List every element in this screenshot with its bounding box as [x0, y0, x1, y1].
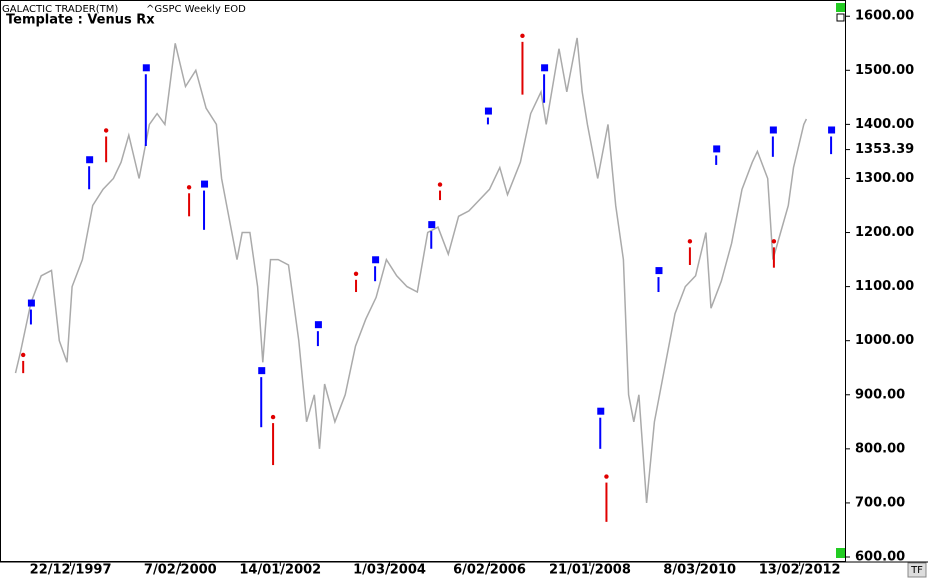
signal-square: [428, 221, 436, 229]
signal-square: [372, 256, 380, 264]
app-name: GALACTIC TRADER(TM): [2, 4, 118, 15]
signal-dot: [604, 474, 609, 479]
subtitle: ^GSPC Weekly EOD: [146, 4, 246, 15]
y-tick-label: 1500.00: [855, 63, 914, 78]
signal-square: [27, 299, 35, 307]
x-tick-label: 13/02/2012: [759, 563, 841, 578]
signal-square: [258, 367, 266, 375]
x-tick-label: 1/03/2004: [353, 563, 426, 578]
signal-dot: [20, 352, 26, 358]
signal-square: [201, 180, 209, 188]
signal-square: [314, 321, 322, 329]
y-tick-label: 1300.00: [855, 171, 914, 186]
x-tick-label: 8/03/2010: [663, 563, 736, 578]
y-tick-label: 1000.00: [855, 333, 914, 348]
x-tick-label: 6/02/2006: [453, 563, 526, 578]
price-line: [14, 37, 808, 503]
signal-square: [828, 126, 836, 134]
chart-title: Template : Venus Rx: [6, 13, 155, 28]
y-tick-label: 1400.00: [855, 117, 914, 132]
indicator: [836, 13, 845, 22]
y-tick-label: 800.00: [855, 441, 905, 456]
plot-frame: [0, 0, 846, 562]
indicator: [836, 3, 845, 12]
signal-dot: [103, 128, 109, 133]
signal-square: [86, 156, 94, 164]
signal-dot: [771, 239, 777, 244]
signal-dot: [186, 185, 192, 190]
signal-square: [769, 126, 777, 134]
signal-square: [655, 267, 663, 275]
tf-button[interactable]: [907, 562, 927, 578]
signal-dot: [353, 271, 359, 276]
signal-square: [597, 407, 605, 415]
y-tick-label: 1100.00: [855, 279, 914, 294]
signal-dot: [437, 182, 443, 187]
tf-label[interactable]: TF: [910, 565, 923, 576]
indicator: [836, 548, 845, 558]
y-tick-label: 700.00: [855, 495, 905, 510]
signal-dot: [520, 33, 525, 39]
x-tick-label: 14/01/2002: [239, 563, 321, 578]
signal-square: [541, 64, 549, 72]
signal-square: [142, 64, 150, 72]
last-price-label: 1353.39: [855, 142, 914, 157]
x-tick-label: 7/02/2000: [144, 563, 217, 578]
y-tick-label: 1600.00: [855, 9, 914, 24]
signal-dot: [270, 414, 276, 420]
signal-square: [484, 107, 492, 115]
y-tick-label: 1200.00: [855, 225, 914, 240]
signal-dot: [687, 239, 693, 244]
x-tick-label: 22/12/1997: [30, 563, 112, 578]
y-tick-label: 600.00: [855, 550, 905, 565]
y-tick-label: 900.00: [855, 387, 905, 402]
signal-square: [713, 145, 721, 153]
x-tick-label: 21/01/2008: [549, 563, 631, 578]
